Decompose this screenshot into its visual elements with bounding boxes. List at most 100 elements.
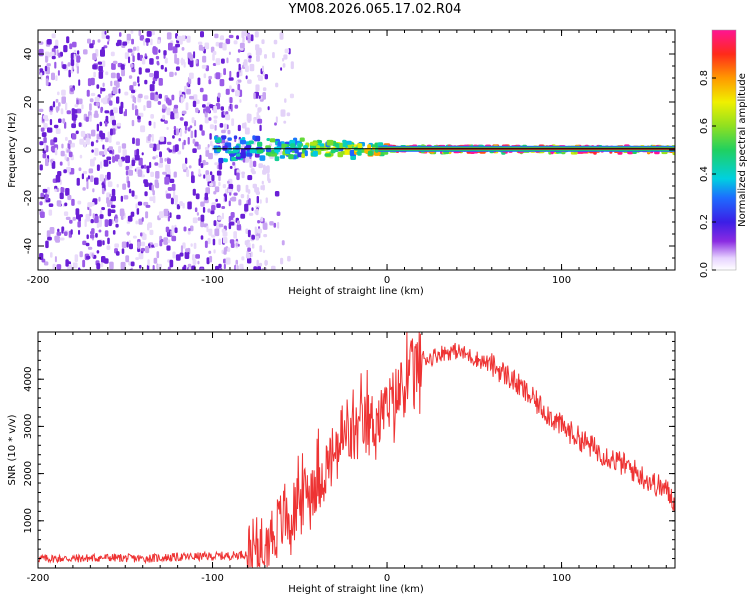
noise-cell [277,221,280,229]
noise-cell [175,43,180,48]
noise-cell [213,249,216,254]
noise-cell [255,103,258,108]
noise-cell [200,201,205,207]
noise-cell [58,102,61,107]
noise-cell [237,186,240,193]
noise-cell [108,146,113,152]
noise-cell [280,257,284,265]
noise-cell [232,161,236,166]
noise-cell [238,63,241,71]
noise-cell [63,169,67,174]
noise-cell [106,156,112,161]
noise-cell [176,35,182,41]
noise-cell [108,93,113,98]
noise-cell [86,255,91,260]
noise-cell [264,54,267,59]
noise-cell [132,95,135,103]
noise-cell [113,107,118,114]
noise-cell [105,71,109,76]
noise-cell [41,132,47,137]
noise-cell [71,198,75,206]
snr-ylabel: SNR (10 * v/v) [7,414,18,485]
noise-cell [128,75,133,79]
noise-cell [51,161,56,169]
noise-cell [125,255,130,263]
noise-cell [65,136,68,141]
noise-cell [208,117,212,121]
noise-cell [279,32,284,40]
noise-cell [225,88,230,95]
noise-cell [89,103,92,111]
signal-cell [274,156,280,162]
noise-cell [98,71,104,79]
noise-cell [201,64,207,69]
y-tick-label: 0 [23,147,34,153]
noise-cell [110,109,114,117]
noise-cell [283,54,288,60]
noise-cell [129,215,133,222]
signal-cell [270,153,278,157]
noise-cell [151,184,154,192]
noise-cell [193,94,198,102]
snr-panel: -200 -100 0 100 1000 2000 3000 4000 Height of s… [7,331,676,595]
noise-cell [113,80,119,86]
noise-cell [205,106,211,113]
noise-cell [116,183,119,188]
noise-cell [128,169,133,176]
noise-cell [213,115,218,119]
noise-cell [59,192,64,200]
noise-cell [227,180,230,184]
noise-cell [49,105,53,111]
noise-cell [172,251,176,259]
noise-cell [223,263,226,270]
noise-cell [208,79,211,85]
signal-cell [357,143,363,149]
noise-cell [39,164,43,171]
noise-cell [55,98,59,103]
signal-cell [252,135,256,140]
noise-cell [255,84,260,92]
noise-cell [214,162,219,166]
noise-cell [264,74,268,80]
noise-cell [225,257,231,265]
noise-cell [92,53,97,61]
noise-cell [247,229,251,238]
noise-cell [262,87,267,92]
noise-cell [40,127,45,132]
noise-cell [192,138,196,144]
noise-cell [163,237,168,245]
noise-cell [187,229,191,235]
noise-cell [231,88,235,93]
noise-cell [77,50,80,55]
noise-cell [215,41,220,47]
noise-cell [197,77,201,86]
noise-cell [81,104,84,110]
noise-cell [93,71,96,78]
noise-cell [221,228,226,233]
noise-cell [89,234,95,239]
noise-cell [290,61,294,70]
noise-cell [162,114,166,120]
noise-cell [171,183,176,191]
noise-cell [61,89,66,96]
noise-cell [87,202,93,208]
noise-cell [229,221,235,226]
noise-cell [130,211,135,217]
noise-cell [196,212,199,216]
noise-cell [209,255,213,263]
noise-cell [40,211,45,218]
noise-cell [124,91,129,96]
noise-cell [121,241,127,248]
noise-cell [173,107,178,114]
signal-cell [377,142,384,147]
noise-cell [125,108,127,117]
noise-cell [106,245,111,250]
noise-cell [207,208,211,213]
noise-cell [239,42,245,49]
noise-cell [105,35,110,40]
noise-cell [231,118,235,126]
noise-cell [253,92,256,100]
noise-cell [153,195,156,204]
noise-cell [143,164,147,169]
